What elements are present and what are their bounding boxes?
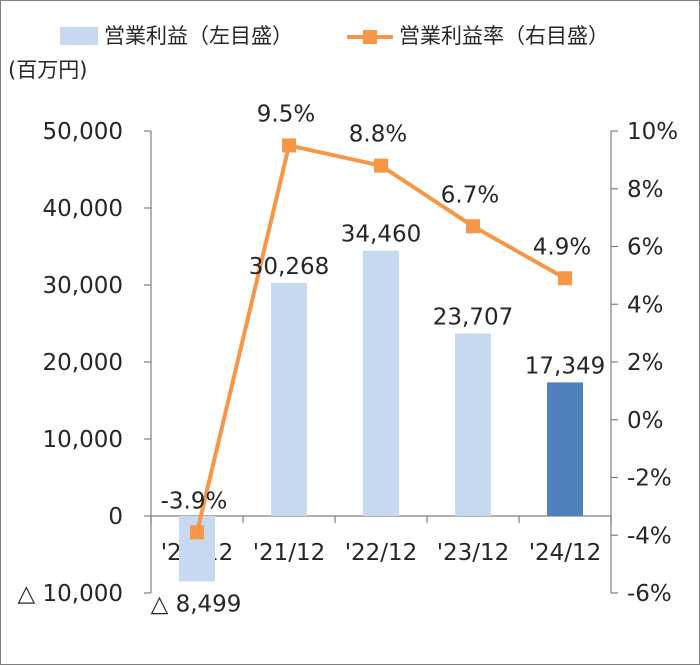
- left-tick-label: 50,000: [43, 119, 123, 145]
- line-series: [190, 138, 572, 540]
- right-tick-label: 0%: [627, 408, 664, 434]
- unit-label: (百万円): [8, 58, 87, 82]
- bar: [363, 250, 399, 516]
- legend-swatch-bar: [60, 27, 98, 45]
- data-labels: △ 8,499 30,268 34,460 23,707 17,349 -3.9% 9.5%…: [151, 101, 606, 617]
- bar-value-label: 34,460: [341, 222, 421, 248]
- right-tick-label: 6%: [627, 235, 664, 261]
- category-label: '24/12: [529, 540, 602, 566]
- left-tick-label: 0: [108, 504, 123, 530]
- bar-value-label: 17,349: [525, 353, 605, 379]
- line-value-label: -3.9%: [161, 488, 228, 514]
- axes: △ 10,000 0 10,000 20,000 30,000 40,000 50,000 -…: [18, 119, 679, 607]
- line-marker: [190, 525, 204, 540]
- bar-value-label: 23,707: [433, 304, 513, 330]
- bar-value-label: 30,268: [249, 254, 329, 280]
- legend-label-line: 営業利益率（右目盛）: [399, 24, 609, 48]
- category-label: '22/12: [345, 540, 418, 566]
- right-tick-label: -6%: [627, 581, 672, 607]
- right-tick-label: 8%: [627, 177, 664, 203]
- left-tick-label: 30,000: [43, 273, 123, 299]
- bar: [271, 282, 307, 516]
- line-marker: [282, 138, 296, 153]
- category-label: '23/12: [437, 540, 510, 566]
- left-tick-label: 40,000: [43, 196, 123, 222]
- line-marker: [466, 219, 480, 234]
- bar-value-label: △ 8,499: [151, 591, 242, 617]
- bar: [455, 333, 491, 516]
- line-value-label: 4.9%: [533, 234, 591, 260]
- right-tick-label: -2%: [627, 466, 672, 492]
- line-value-label: 8.8%: [349, 122, 407, 148]
- left-tick-label: △ 10,000: [18, 581, 123, 607]
- bars: [179, 250, 583, 582]
- legend-label-bar: 営業利益（左目盛）: [104, 24, 293, 48]
- line-value-label: 6.7%: [441, 182, 499, 208]
- line-marker: [558, 271, 572, 286]
- line-marker: [374, 158, 388, 173]
- category-label: '21/12: [253, 540, 326, 566]
- legend: 営業利益（左目盛） 営業利益率（右目盛）: [60, 24, 609, 48]
- bar: [547, 382, 583, 516]
- left-tick-label: 20,000: [43, 350, 123, 376]
- right-tick-label: 2%: [627, 350, 664, 376]
- right-tick-label: 10%: [627, 119, 678, 145]
- line-value-label: 9.5%: [257, 101, 315, 127]
- left-tick-label: 10,000: [43, 427, 123, 453]
- legend-swatch-marker: [363, 30, 377, 44]
- right-tick-label: 4%: [627, 292, 664, 318]
- right-tick-label: -4%: [627, 523, 672, 549]
